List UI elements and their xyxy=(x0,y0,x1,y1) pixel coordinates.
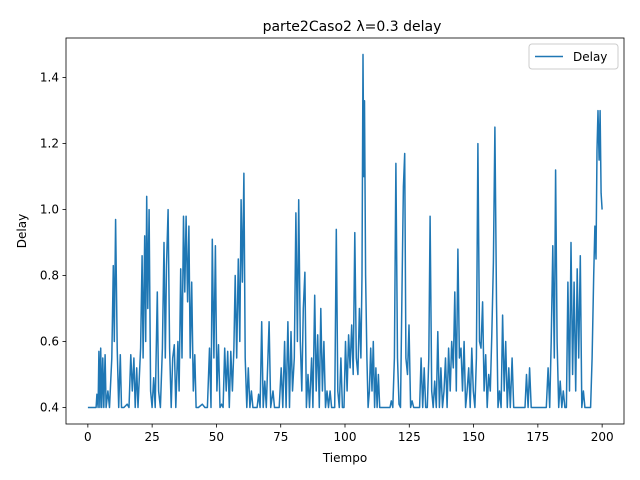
y-tick-label: 1.0 xyxy=(40,203,59,217)
x-tick-label: 25 xyxy=(145,430,160,444)
legend-box xyxy=(528,43,619,70)
x-axis-ticks: 0 25 50 75 100 125 150 175 200 xyxy=(84,424,614,444)
x-tick-label: 125 xyxy=(398,430,421,444)
y-axis-ticks: 0.4 0.6 0.8 1.0 1.2 1.4 xyxy=(40,71,66,415)
x-tick-label: 175 xyxy=(526,430,549,444)
x-axis-label: Tiempo xyxy=(322,451,367,465)
y-tick-label: 0.8 xyxy=(40,269,59,283)
legend-label: Delay xyxy=(573,50,607,64)
x-tick-label: 100 xyxy=(334,430,357,444)
x-tick-label: 50 xyxy=(209,430,224,444)
legend: Delay xyxy=(528,43,619,70)
y-tick-label: 0.4 xyxy=(40,401,59,415)
y-tick-label: 0.6 xyxy=(40,335,59,349)
x-tick-label: 75 xyxy=(273,430,288,444)
series-layer xyxy=(87,53,603,409)
y-tick-label: 1.4 xyxy=(40,71,59,85)
x-tick-label: 0 xyxy=(84,430,92,444)
chart-title: parte2Caso2 λ=0.3 delay xyxy=(263,19,442,35)
series-line-delay xyxy=(87,53,603,409)
x-tick-label: 200 xyxy=(591,430,614,444)
y-tick-label: 1.2 xyxy=(40,137,59,151)
y-axis-label: Delay xyxy=(15,214,29,248)
x-tick-label: 150 xyxy=(462,430,485,444)
